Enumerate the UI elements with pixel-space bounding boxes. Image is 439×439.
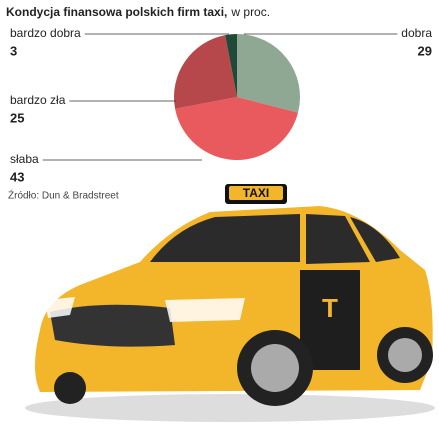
category-label: słaba: [10, 152, 39, 166]
category-label: bardzo dobra: [10, 26, 81, 40]
chart-title: Kondycja finansowa polskich firm taxi,: [6, 5, 227, 19]
taxi-sign: TAXI: [243, 186, 269, 200]
pie-slice: [237, 34, 300, 113]
chart-subtitle: w proc.: [230, 5, 270, 19]
value-label: 29: [418, 43, 432, 58]
pie-slice: [225, 34, 237, 97]
category-label: dobra: [401, 26, 432, 40]
value-label: 25: [10, 110, 24, 125]
taxi-illustration: T TAXI: [25, 184, 435, 422]
value-label: 43: [10, 169, 24, 184]
pie-slice: [175, 97, 299, 161]
pie-slice: [174, 35, 237, 109]
svg-text:T: T: [322, 293, 338, 323]
value-label: 3: [10, 43, 17, 58]
source: Źródło: Dun & Bradstreet: [8, 189, 119, 202]
category-label: bardzo zła: [10, 93, 66, 107]
